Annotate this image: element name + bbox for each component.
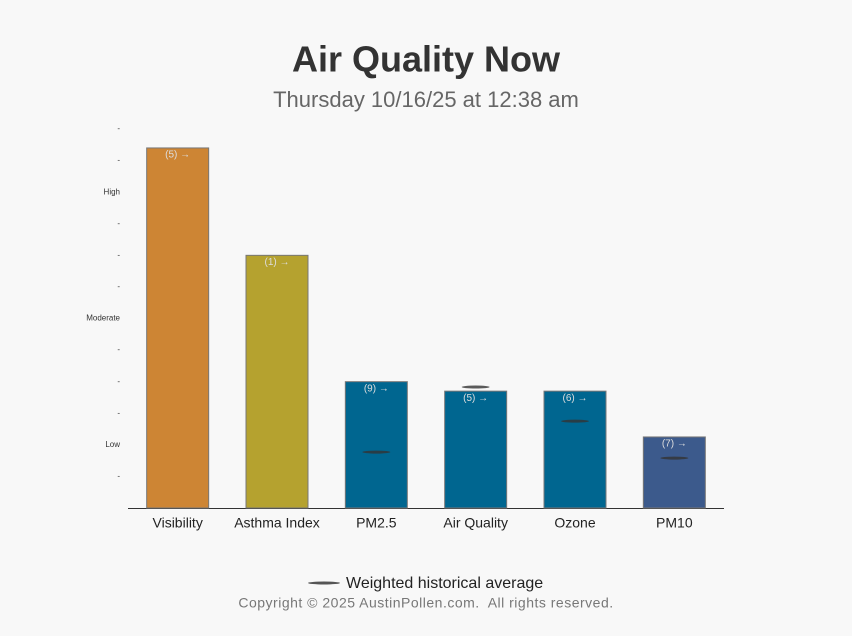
y-tick-label: - [117,250,120,259]
bar-annotation: (6) → [563,393,588,404]
x-tick-label: Asthma Index [234,515,320,531]
y-tick-label: - [117,472,120,481]
bar-annotation: (9) → [364,383,389,394]
bar [344,381,408,509]
bar [642,436,706,509]
x-tick-label: Air Quality [443,515,508,531]
y-tick-label: High [104,187,120,196]
bar [245,254,309,509]
historical-average-marker [461,385,490,389]
bar-annotation: (1) → [265,257,290,268]
legend-swatch [308,581,340,585]
x-tick-label: Visibility [153,515,203,531]
y-tick-label: - [117,219,120,228]
y-tick-label: Low [105,440,120,449]
historical-average-marker [561,419,589,423]
bar-annotation: (5) → [463,393,488,404]
bar-annotation: (7) → [662,439,687,450]
footer: Copyright © 2025 AustinPollen.com. All r… [238,595,613,611]
y-tick-label: - [117,408,120,417]
bar [543,390,607,509]
x-tick-label: Ozone [554,515,595,531]
historical-average-marker [660,456,689,460]
bar-annotation: (5) → [165,150,190,161]
y-tick-label: - [117,282,120,291]
y-tick-label: - [117,156,120,165]
y-tick-label: Moderate [86,314,120,323]
y-tick-label: - [117,124,120,133]
historical-average-marker [362,450,391,454]
x-tick-label: PM2.5 [356,515,397,531]
chart-title: Air Quality Now [292,39,561,80]
bar [444,390,508,509]
x-tick-label: PM10 [656,515,693,531]
legend-label: Weighted historical average [346,575,543,592]
bar [146,147,210,509]
y-tick-label: - [117,377,120,386]
y-tick-label: - [117,345,120,354]
chart-subtitle: Thursday 10/16/25 at 12:38 am [273,87,579,112]
